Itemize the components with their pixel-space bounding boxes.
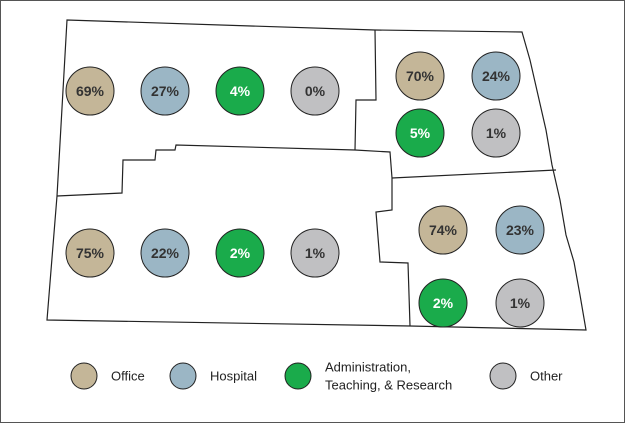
region-border xyxy=(391,169,557,179)
region-border xyxy=(375,178,411,327)
share-label: 1% xyxy=(486,125,507,141)
share-circle xyxy=(418,278,468,328)
share-circle xyxy=(215,228,265,278)
share-label: 2% xyxy=(433,295,454,311)
legend-swatch xyxy=(284,362,312,390)
legend-swatch xyxy=(70,362,98,390)
share-circle xyxy=(495,278,545,328)
share-circle xyxy=(290,228,340,278)
share-circle xyxy=(215,66,265,116)
legend-label: Teaching, & Research xyxy=(325,378,452,393)
share-label: 22% xyxy=(151,245,180,261)
share-circle xyxy=(495,205,545,255)
legend-label: Office xyxy=(111,369,145,384)
state-border xyxy=(46,19,587,331)
share-label: 75% xyxy=(76,245,105,261)
state-outline xyxy=(46,19,587,331)
share-label: 24% xyxy=(482,68,511,84)
share-label: 23% xyxy=(506,222,535,238)
share-circle xyxy=(471,51,521,101)
legend-label: Administration, xyxy=(325,360,411,375)
share-label: 1% xyxy=(510,295,531,311)
share-circle xyxy=(395,51,445,101)
share-circle xyxy=(471,108,521,158)
legend-label: Other xyxy=(530,369,563,384)
share-label: 1% xyxy=(305,245,326,261)
share-label: 69% xyxy=(76,83,105,99)
share-label: 74% xyxy=(429,222,458,238)
share-circle xyxy=(65,66,115,116)
share-circle xyxy=(290,66,340,116)
share-circle xyxy=(140,66,190,116)
legend-label: Hospital xyxy=(210,369,257,384)
share-circle xyxy=(395,108,445,158)
share-label: 0% xyxy=(305,83,326,99)
share-label: 27% xyxy=(151,83,180,99)
share-label: 5% xyxy=(410,125,431,141)
share-label: 4% xyxy=(230,83,251,99)
share-label: 2% xyxy=(230,245,251,261)
share-circle xyxy=(418,205,468,255)
legend-swatch xyxy=(489,362,517,390)
region-border xyxy=(354,29,377,151)
share-circle xyxy=(65,228,115,278)
share-circle xyxy=(140,228,190,278)
legend-swatch xyxy=(169,362,197,390)
share-label: 70% xyxy=(406,68,435,84)
region-border xyxy=(56,144,393,197)
